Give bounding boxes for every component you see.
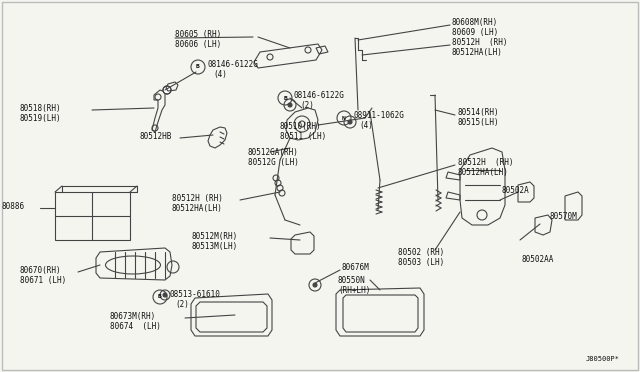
Text: 80886: 80886 xyxy=(2,202,25,211)
Text: 08911-1062G: 08911-1062G xyxy=(353,111,404,120)
Text: 08513-61610: 08513-61610 xyxy=(169,290,220,299)
Text: J80500P*: J80500P* xyxy=(586,356,620,362)
Text: 80608M(RH): 80608M(RH) xyxy=(452,18,499,27)
Text: 80515(LH): 80515(LH) xyxy=(458,118,500,127)
Text: 80512H  (RH): 80512H (RH) xyxy=(458,158,513,167)
Text: B: B xyxy=(283,96,287,100)
Text: 80513M(LH): 80513M(LH) xyxy=(192,242,238,251)
Text: 80512M(RH): 80512M(RH) xyxy=(192,232,238,241)
Text: (RH+LH): (RH+LH) xyxy=(338,286,371,295)
Text: 80512HA(LH): 80512HA(LH) xyxy=(452,48,503,57)
Text: 80671 (LH): 80671 (LH) xyxy=(20,276,67,285)
Text: B: B xyxy=(158,295,162,299)
Text: 80502A: 80502A xyxy=(502,186,530,195)
Text: 80512HA(LH): 80512HA(LH) xyxy=(458,168,509,177)
Text: (2): (2) xyxy=(300,101,314,110)
Text: 80550N: 80550N xyxy=(338,276,365,285)
Text: 80609 (LH): 80609 (LH) xyxy=(452,28,499,37)
Text: B: B xyxy=(196,64,200,70)
Text: 80510(RH): 80510(RH) xyxy=(280,122,322,131)
Text: 80605 (RH): 80605 (RH) xyxy=(175,30,221,39)
Circle shape xyxy=(163,86,171,94)
Text: 80512HB: 80512HB xyxy=(140,132,172,141)
Text: N: N xyxy=(342,115,346,121)
Text: 80511 (LH): 80511 (LH) xyxy=(280,132,326,141)
Circle shape xyxy=(288,103,292,107)
Circle shape xyxy=(163,293,167,297)
Text: 08146-6122G: 08146-6122G xyxy=(294,91,345,100)
Text: 80670(RH): 80670(RH) xyxy=(20,266,61,275)
Text: 80512G (LH): 80512G (LH) xyxy=(248,158,299,167)
Text: 80502AA: 80502AA xyxy=(522,255,554,264)
Text: 80514(RH): 80514(RH) xyxy=(458,108,500,117)
Text: 80606 (LH): 80606 (LH) xyxy=(175,40,221,49)
Text: 80512GA(RH): 80512GA(RH) xyxy=(248,148,299,157)
Text: 80570M: 80570M xyxy=(550,212,578,221)
Text: 80503 (LH): 80503 (LH) xyxy=(398,258,444,267)
Text: (4): (4) xyxy=(359,121,373,130)
Circle shape xyxy=(348,120,352,124)
Text: 08146-6122G: 08146-6122G xyxy=(207,60,258,69)
Text: 80676M: 80676M xyxy=(342,263,370,272)
Text: 80674  (LH): 80674 (LH) xyxy=(110,322,161,331)
Text: (4): (4) xyxy=(213,70,227,79)
Text: 80519(LH): 80519(LH) xyxy=(20,114,61,123)
Text: 80518(RH): 80518(RH) xyxy=(20,104,61,113)
Text: 80512HA(LH): 80512HA(LH) xyxy=(172,204,223,213)
Circle shape xyxy=(313,283,317,287)
Text: 80512H (RH): 80512H (RH) xyxy=(172,194,223,203)
Text: 80512H  (RH): 80512H (RH) xyxy=(452,38,508,47)
Text: 80502 (RH): 80502 (RH) xyxy=(398,248,444,257)
Text: 80673M(RH): 80673M(RH) xyxy=(110,312,156,321)
Text: (2): (2) xyxy=(175,300,189,309)
